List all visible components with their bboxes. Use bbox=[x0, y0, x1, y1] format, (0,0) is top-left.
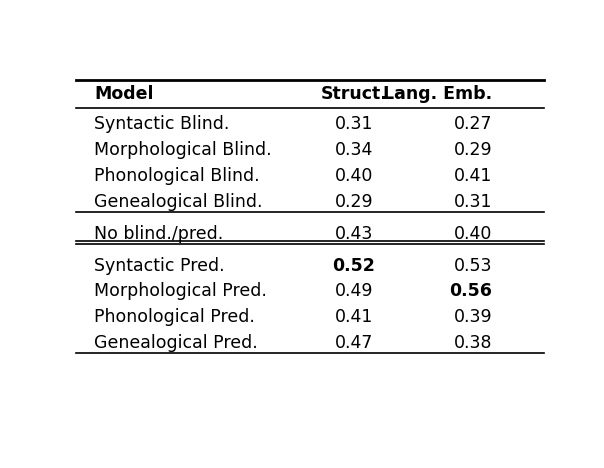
Text: 0.27: 0.27 bbox=[454, 115, 492, 133]
Text: No blind./pred.: No blind./pred. bbox=[94, 225, 223, 243]
Text: 0.31: 0.31 bbox=[454, 193, 492, 211]
Text: 0.53: 0.53 bbox=[454, 256, 492, 275]
Text: 0.29: 0.29 bbox=[454, 141, 492, 159]
Text: Morphological Blind.: Morphological Blind. bbox=[94, 141, 272, 159]
Text: 0.49: 0.49 bbox=[335, 283, 373, 300]
Text: 0.52: 0.52 bbox=[333, 256, 376, 275]
Text: 0.41: 0.41 bbox=[454, 167, 492, 185]
Text: 0.38: 0.38 bbox=[454, 334, 492, 352]
Text: 0.29: 0.29 bbox=[335, 193, 373, 211]
Text: Morphological Pred.: Morphological Pred. bbox=[94, 283, 267, 300]
Text: Genealogical Pred.: Genealogical Pred. bbox=[94, 334, 258, 352]
Text: Syntactic Blind.: Syntactic Blind. bbox=[94, 115, 230, 133]
Text: 0.40: 0.40 bbox=[335, 167, 373, 185]
Text: 0.47: 0.47 bbox=[335, 334, 373, 352]
Text: 0.41: 0.41 bbox=[335, 308, 373, 326]
Text: Phonological Blind.: Phonological Blind. bbox=[94, 167, 260, 185]
Text: 0.56: 0.56 bbox=[449, 283, 492, 300]
Text: 0.31: 0.31 bbox=[335, 115, 373, 133]
Text: Model: Model bbox=[94, 85, 154, 103]
Text: Struct.: Struct. bbox=[321, 85, 387, 103]
Text: Phonological Pred.: Phonological Pred. bbox=[94, 308, 255, 326]
Text: Genealogical Blind.: Genealogical Blind. bbox=[94, 193, 263, 211]
Text: 0.39: 0.39 bbox=[454, 308, 492, 326]
Text: Syntactic Pred.: Syntactic Pred. bbox=[94, 256, 225, 275]
Text: 0.34: 0.34 bbox=[335, 141, 373, 159]
Text: Lang. Emb.: Lang. Emb. bbox=[383, 85, 492, 103]
Text: 0.40: 0.40 bbox=[454, 225, 492, 243]
Text: 0.43: 0.43 bbox=[335, 225, 373, 243]
